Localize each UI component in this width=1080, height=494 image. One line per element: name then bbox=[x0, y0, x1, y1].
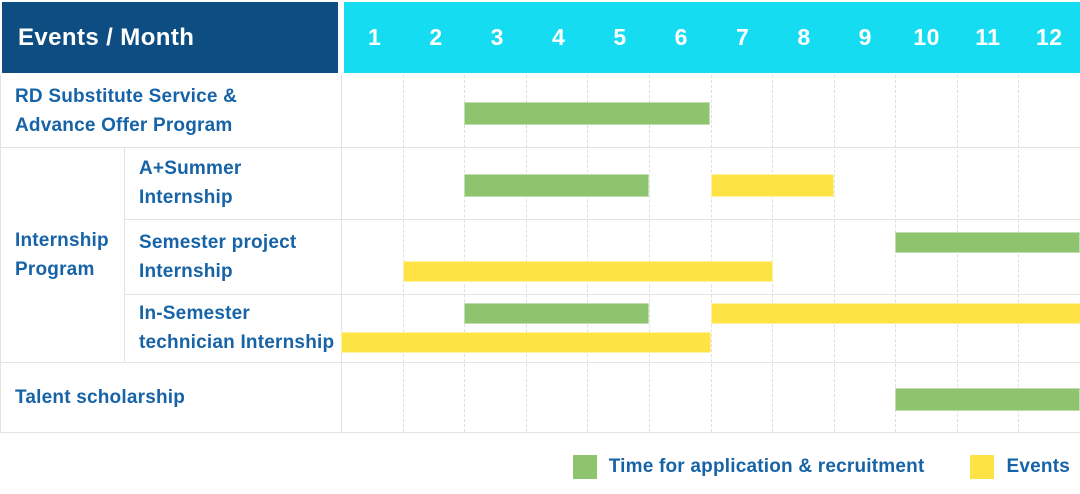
row-label-cell: Semester project Internship bbox=[124, 219, 341, 294]
gantt-bar-event bbox=[711, 303, 1080, 324]
row-label-line: In-Semester bbox=[139, 303, 250, 324]
grid-line-horizontal bbox=[124, 219, 1080, 220]
grid-line-vertical bbox=[649, 75, 650, 432]
grid-line-vertical bbox=[895, 75, 896, 432]
month-label: 11 bbox=[975, 24, 1001, 50]
month-label: 8 bbox=[797, 24, 811, 50]
grid-line-vertical bbox=[341, 75, 342, 432]
gantt-bar-event bbox=[711, 174, 834, 197]
row-label-line: Talent scholarship bbox=[15, 386, 186, 408]
row-label-line: Semester project bbox=[139, 231, 297, 253]
grid-line-vertical bbox=[526, 75, 527, 432]
row-label-cell: A+Summer Internship bbox=[124, 147, 341, 219]
grid-line-vertical bbox=[464, 75, 465, 432]
month-label: 10 bbox=[913, 24, 940, 50]
month-label: 7 bbox=[735, 24, 750, 50]
row-label-cell: In-Semester technician Internship bbox=[124, 294, 341, 362]
row-label-line: Internship bbox=[139, 260, 233, 282]
gantt-bar-application bbox=[464, 102, 710, 125]
gantt-bar-application bbox=[464, 174, 649, 197]
row-label-line: Advance Offer Program bbox=[15, 115, 233, 136]
month-label: 5 bbox=[613, 24, 627, 50]
month-label: 2 bbox=[429, 24, 443, 50]
events-month-header-cell: Events / Month bbox=[2, 2, 338, 73]
grid-line-vertical bbox=[834, 75, 835, 432]
legend-swatch-application bbox=[572, 455, 597, 479]
month-label: 4 bbox=[552, 24, 566, 50]
grid-line-horizontal bbox=[0, 362, 1080, 363]
grid-line-vertical bbox=[711, 75, 712, 432]
grid-line-horizontal bbox=[124, 294, 1080, 295]
month-label: 9 bbox=[858, 24, 872, 50]
events-month-header-label: Events / Month bbox=[18, 23, 195, 51]
month-label: 1 bbox=[368, 24, 382, 50]
grid-line-horizontal bbox=[0, 147, 1080, 148]
group-label-cell: Internship Program bbox=[0, 147, 124, 362]
gantt-bar-event bbox=[403, 261, 773, 282]
month-label: 3 bbox=[490, 24, 504, 50]
grid-line-vertical bbox=[772, 75, 773, 432]
grid-line-vertical bbox=[587, 75, 588, 432]
legend-label-application: Time for application & recruitment bbox=[608, 456, 925, 477]
row-label-line: Internship bbox=[139, 187, 233, 208]
legend: Time for application & recruitment Event… bbox=[572, 452, 1070, 482]
row-label-line: Internship bbox=[15, 229, 109, 251]
grid-line-vertical bbox=[403, 75, 404, 432]
row-label-line: A+Summer bbox=[139, 158, 242, 179]
legend-swatch-events bbox=[970, 455, 995, 479]
month-label: 12 bbox=[1035, 24, 1063, 50]
gantt-bar-event bbox=[341, 332, 711, 353]
row-label-line: RD Substitute Service & bbox=[15, 86, 238, 107]
grid-line-vertical bbox=[0, 75, 1, 432]
month-label: 6 bbox=[674, 24, 688, 50]
row-label-line: technician Internship bbox=[139, 332, 335, 353]
row-label-cell: RD Substitute Service & Advance Offer Pro… bbox=[0, 75, 341, 147]
month-header-row: 1 2 3 4 5 6 7 8 9 10 11 12 bbox=[344, 2, 1080, 73]
grid-line-vertical bbox=[1018, 75, 1019, 432]
legend-label-events: Events bbox=[1006, 456, 1070, 477]
gantt-bar-application bbox=[464, 303, 649, 324]
gantt-bar-application bbox=[895, 232, 1080, 253]
row-label-cell: Talent scholarship bbox=[0, 362, 341, 432]
grid-line-horizontal bbox=[0, 432, 1080, 433]
group-divider-line bbox=[124, 147, 125, 362]
grid-line-vertical bbox=[957, 75, 958, 432]
gantt-bar-application bbox=[895, 388, 1080, 411]
row-label-line: Program bbox=[15, 258, 95, 280]
gantt-body: RD Substitute Service & Advance Offer Pro… bbox=[0, 75, 1080, 433]
